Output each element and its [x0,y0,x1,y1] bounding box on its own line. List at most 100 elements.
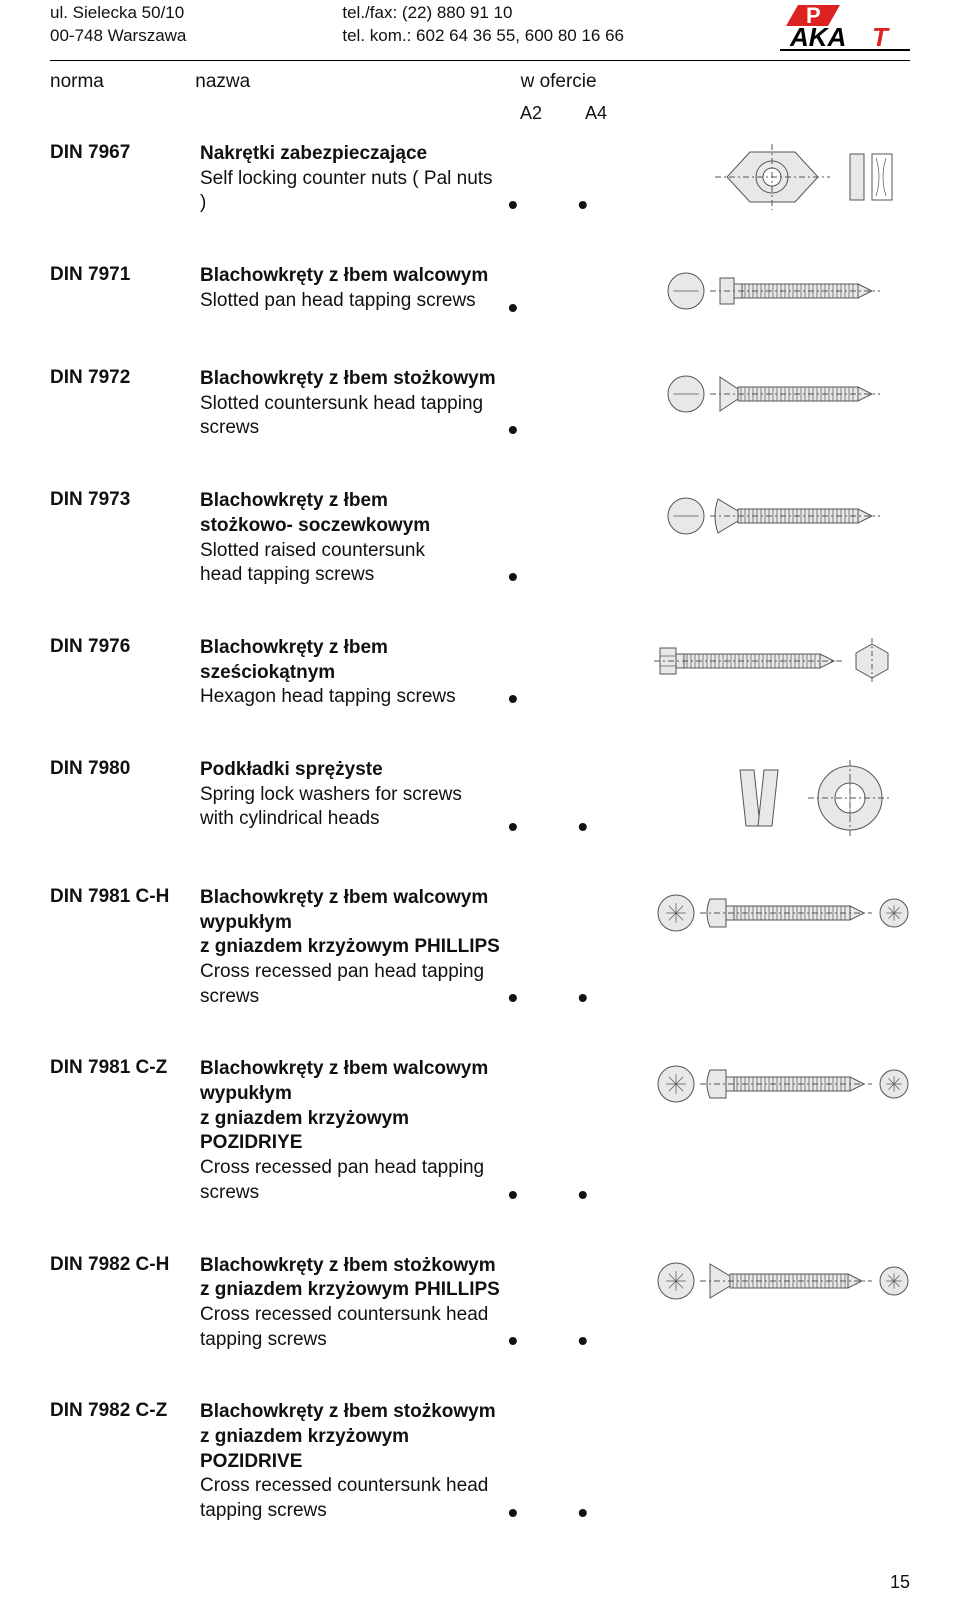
entry-description: Nakrętki zabezpieczająceSelf locking cou… [200,142,500,216]
entry-subtitle: Slotted countersunk head tapping screws [200,392,500,441]
catalog-entry: DIN 7981 C-ZBlachowkręty z łbem walcowym… [50,1057,910,1205]
entry-description: Blachowkręty z łbem stożkowymz gniazdem … [200,1254,500,1353]
catalog-entry: DIN 7980Podkładki sprężysteSpring lock w… [50,758,910,838]
entry-diagram [620,1254,910,1309]
entry-title: Blachowkręty z łbem stożkowym [200,367,500,392]
logo-text-aka: AKA [789,22,846,52]
dot-a2: • [508,1188,518,1202]
entry-availability: •• [500,1334,620,1348]
catalog-entry: DIN 7981 C-HBlachowkręty z łbem walcowym… [50,886,910,1009]
entry-code: DIN 7972 [50,367,200,389]
entry-title: Blachowkręty z łbem walcowym wypukłymz g… [200,1057,500,1156]
dot-a4: • [578,1188,588,1202]
entry-title: Blachowkręty z łbem stożkowymz gniazdem … [200,1400,500,1474]
entry-availability: •• [500,1506,620,1520]
entry-diagram [620,489,910,544]
entry-description: Blachowkręty z łbem walcowym wypukłymz g… [200,886,500,1009]
heading-wofercie: w ofercie [521,71,597,93]
entry-diagram [620,1057,910,1112]
dot-a2: • [508,301,518,315]
entry-subtitle: Cross recessed countersunk headtapping s… [200,1303,500,1352]
dot-a4: • [578,820,588,834]
entry-diagram [620,758,910,838]
dot-a2: • [508,820,518,834]
entry-code: DIN 7982 C-H [50,1254,200,1276]
entry-subtitle: Cross recessed pan head tapping screws [200,1156,500,1205]
dot-a4: • [578,1334,588,1348]
entry-code: DIN 7976 [50,636,200,658]
subheading-a2a4: A2 A4 [520,103,910,124]
entry-availability: •• [500,820,620,834]
entry-description: Blachowkręty z łbem walcowymSlotted pan … [200,264,500,313]
entry-code: DIN 7980 [50,758,200,780]
entries-list: DIN 7967Nakrętki zabezpieczająceSelf loc… [50,142,910,1524]
dot-a2: • [508,692,518,706]
catalog-entry: DIN 7967Nakrętki zabezpieczająceSelf loc… [50,142,910,216]
dot-a4: • [578,1506,588,1520]
dot-a2: • [508,991,518,1005]
address-line1: ul. Sielecka 50/10 [50,2,186,25]
heading-norma: norma [50,71,190,93]
contact-line1: tel./fax: (22) 880 91 10 [342,2,624,25]
entry-subtitle: Spring lock washers for screwswith cylin… [200,783,500,832]
entry-diagram [620,264,910,319]
entry-title: Blachowkręty z łbem sześciokątnym [200,636,500,685]
dot-a2: • [508,1334,518,1348]
catalog-entry: DIN 7973Blachowkręty z łbemstożkowo- soc… [50,489,910,588]
entry-code: DIN 7981 C-Z [50,1057,200,1079]
entry-availability: • [500,301,620,315]
entry-description: Blachowkręty z łbem stożkowymSlotted cou… [200,367,500,441]
entry-description: Blachowkręty z łbemstożkowo- soczewkowym… [200,489,500,588]
entry-subtitle: Self locking counter nuts ( Pal nuts ) [200,167,500,216]
entry-availability: • [500,570,620,584]
dot-a2: • [508,1506,518,1520]
entry-subtitle: Slotted raised countersunkhead tapping s… [200,539,500,588]
header-contact: tel./fax: (22) 880 91 10 tel. kom.: 602 … [342,2,624,48]
column-headings: norma nazwa w ofercie [50,71,910,93]
entry-title: Blachowkręty z łbem walcowym [200,264,500,289]
heading-a2: A2 [520,103,580,124]
catalog-entry: DIN 7976Blachowkręty z łbem sześciokątny… [50,636,910,710]
entry-subtitle: Cross recessed countersunk headtapping s… [200,1474,500,1523]
entry-code: DIN 7981 C-H [50,886,200,908]
entry-description: Blachowkręty z łbem walcowym wypukłymz g… [200,1057,500,1205]
entry-title: Blachowkręty z łbem stożkowymz gniazdem … [200,1254,500,1303]
catalog-entry: DIN 7982 C-ZBlachowkręty z łbem stożkowy… [50,1400,910,1523]
entry-code: DIN 7967 [50,142,200,164]
entry-title: Nakrętki zabezpieczające [200,142,500,167]
entry-diagram [620,367,910,422]
entry-subtitle: Hexagon head tapping screws [200,685,500,710]
entry-description: Podkładki sprężysteSpring lock washers f… [200,758,500,832]
dot-a2: • [508,423,518,437]
entry-description: Blachowkręty z łbem sześciokątnymHexagon… [200,636,500,710]
catalog-entry: DIN 7971Blachowkręty z łbem walcowymSlot… [50,264,910,319]
entry-availability: • [500,692,620,706]
page-header: ul. Sielecka 50/10 00-748 Warszawa tel./… [50,0,910,58]
entry-subtitle: Slotted pan head tapping screws [200,289,500,314]
entry-diagram [620,886,910,941]
entry-code: DIN 7973 [50,489,200,511]
entry-diagram [620,636,910,686]
dot-a2: • [508,198,518,212]
entry-subtitle: Cross recessed pan head tapping screws [200,960,500,1009]
entry-availability: •• [500,991,620,1005]
entry-availability: •• [500,1188,620,1202]
header-address: ul. Sielecka 50/10 00-748 Warszawa [50,2,186,48]
catalog-entry: DIN 7972Blachowkręty z łbem stożkowymSlo… [50,367,910,441]
catalog-entry: DIN 7982 C-HBlachowkręty z łbem stożkowy… [50,1254,910,1353]
entry-availability: • [500,423,620,437]
contact-line2: tel. kom.: 602 64 36 55, 600 80 16 66 [342,25,624,48]
entry-code: DIN 7982 C-Z [50,1400,200,1422]
heading-nazwa: nazwa [195,71,515,93]
company-logo: P AKA T [780,2,910,52]
dot-a2: • [508,570,518,584]
entry-title: Blachowkręty z łbemstożkowo- soczewkowym [200,489,500,538]
address-line2: 00-748 Warszawa [50,25,186,48]
entry-diagram [620,142,910,212]
dot-a4: • [578,991,588,1005]
header-divider [50,60,910,61]
entry-title: Blachowkręty z łbem walcowym wypukłymz g… [200,886,500,960]
entry-title: Podkładki sprężyste [200,758,500,783]
entry-code: DIN 7971 [50,264,200,286]
heading-a4: A4 [585,103,607,124]
